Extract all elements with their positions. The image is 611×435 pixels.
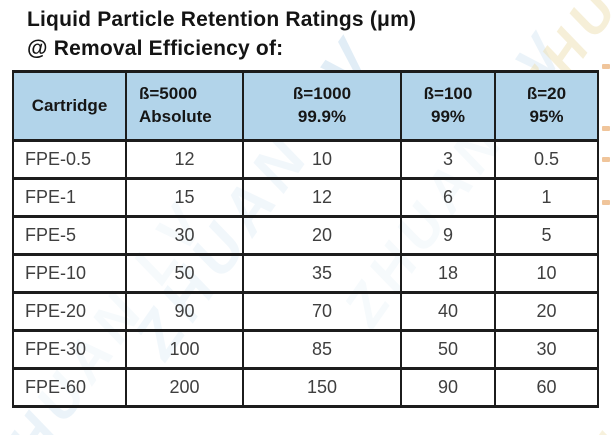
header-cartridge: Cartridge	[12, 70, 127, 142]
cell-value: 1	[494, 177, 599, 218]
cell-value: 0.5	[494, 139, 599, 180]
table-header-row: Cartridge ß=5000 Absolute ß=1000 99.9% ß…	[12, 70, 599, 142]
cell-value: 40	[400, 291, 496, 332]
table-row: FPE-10 50 35 18 10	[12, 253, 599, 294]
cell-value: 90	[400, 367, 496, 408]
table-row: FPE-5 30 20 9 5	[12, 215, 599, 256]
cell-cartridge: FPE-60	[12, 367, 127, 408]
cell-value: 60	[494, 367, 599, 408]
cell-cartridge: FPE-20	[12, 291, 127, 332]
cell-value: 12	[125, 139, 244, 180]
cell-value: 50	[400, 329, 496, 370]
cell-value: 15	[125, 177, 244, 218]
cell-value: 3	[400, 139, 496, 180]
header-beta-20: ß=20 95%	[494, 70, 599, 142]
header-beta-100: ß=100 99%	[400, 70, 496, 142]
cell-value: 12	[242, 177, 402, 218]
cell-value: 6	[400, 177, 496, 218]
table-row: FPE-60 200 150 90 60	[12, 367, 599, 408]
cell-value: 20	[494, 291, 599, 332]
cell-value: 30	[125, 215, 244, 256]
header-beta-1000: ß=1000 99.9%	[242, 70, 402, 142]
cell-value: 200	[125, 367, 244, 408]
edge-artifact	[602, 157, 610, 162]
page-title-line1: Liquid Particle Retention Ratings (μm)	[27, 8, 417, 31]
edge-artifact	[602, 200, 610, 205]
cell-cartridge: FPE-0.5	[12, 139, 127, 180]
cell-cartridge: FPE-30	[12, 329, 127, 370]
cell-value: 5	[494, 215, 599, 256]
page-title-line2: @ Removal Efficiency of:	[27, 36, 284, 60]
cell-value: 70	[242, 291, 402, 332]
cell-value: 10	[242, 139, 402, 180]
cell-value: 85	[242, 329, 402, 370]
cell-value: 35	[242, 253, 402, 294]
table-row: FPE-0.5 12 10 3 0.5	[12, 139, 599, 180]
table-row: FPE-20 90 70 40 20	[12, 291, 599, 332]
cell-value: 100	[125, 329, 244, 370]
page-title: Liquid Particle Retention Ratings (μm) @…	[27, 6, 611, 64]
cell-value: 9	[400, 215, 496, 256]
edge-artifact	[602, 126, 610, 131]
table-row: FPE-1 15 12 6 1	[12, 177, 599, 218]
cell-value: 20	[242, 215, 402, 256]
retention-ratings-table: Cartridge ß=5000 Absolute ß=1000 99.9% ß…	[12, 70, 599, 408]
header-beta-5000: ß=5000 Absolute	[125, 70, 244, 142]
cell-cartridge: FPE-10	[12, 253, 127, 294]
cell-value: 10	[494, 253, 599, 294]
cell-value: 18	[400, 253, 496, 294]
edge-artifact	[602, 64, 610, 69]
cell-value: 90	[125, 291, 244, 332]
cell-value: 50	[125, 253, 244, 294]
cell-value: 150	[242, 367, 402, 408]
cell-value: 30	[494, 329, 599, 370]
table-row: FPE-30 100 85 50 30	[12, 329, 599, 370]
cell-cartridge: FPE-1	[12, 177, 127, 218]
cell-cartridge: FPE-5	[12, 215, 127, 256]
